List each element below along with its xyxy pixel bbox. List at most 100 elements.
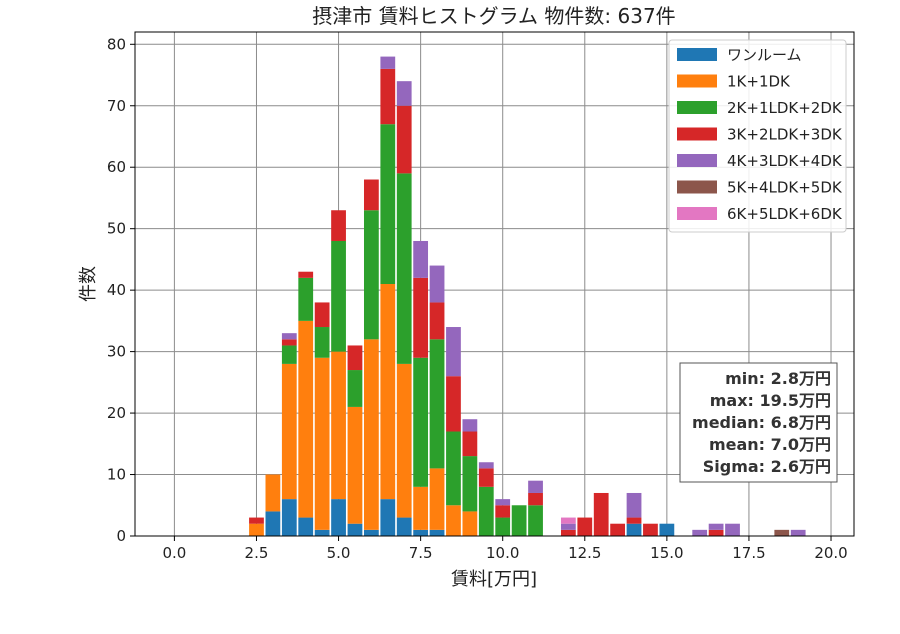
histogram-bar [347,370,363,407]
histogram-bar [298,517,314,536]
histogram-bar [265,511,281,536]
histogram-bar [281,363,297,500]
stats-frame [679,362,838,483]
histogram-bar [495,517,511,536]
histogram-bar [478,486,494,536]
histogram-bar [446,376,461,432]
histogram-bar [692,529,708,536]
y-tick-label: 10 [107,466,126,484]
histogram-bar [298,320,314,518]
legend-swatch [677,207,717,220]
histogram-bar [413,486,429,530]
histogram-bar [511,505,527,536]
axes: 0.0 2.5 5.0 7.5 10.0 12.5 15.0 17.5 20.0 0 10 20 30 4… [107,31,855,562]
histogram-bar [593,492,609,536]
y-tick-label: 70 [107,97,126,115]
stats-box: min: 2.8万円 max: 19.5万円 median: 6.8万円 mean: … [679,362,838,483]
histogram-bar [626,517,642,524]
histogram-bar [396,517,412,536]
legend-label: 5K+4LDK+5DK [727,179,843,197]
stats-line: median: 6.8万円 [692,413,831,432]
y-tick-label: 60 [107,158,126,176]
chart-title: 摂津市 賃料ヒストグラム 物件数: 637件 [312,4,675,28]
histogram-bar [380,56,396,69]
histogram-bar [446,327,461,377]
legend-swatch [677,127,717,141]
histogram-bar [396,105,412,174]
y-tick-label: 50 [107,220,126,238]
histogram-bar [380,499,396,536]
histogram-bar [429,339,445,469]
x-tick-label: 7.5 [409,544,433,562]
plot-frame [134,31,855,537]
histogram-bar [396,173,412,364]
histogram-bar [281,333,297,340]
histogram-bar [281,345,297,364]
histogram-bar [331,240,346,352]
histogram-bar [429,265,445,303]
x-tick-label: 15.0 [650,544,683,562]
grid-lines [135,32,854,537]
x-tick-label: 20.0 [814,544,847,562]
histogram-bar [528,492,543,506]
histogram-bar [298,277,314,321]
legend: ワンルーム 1K+1DK 2K+1LDK+2DK 3K+2LDK+3DK 4K+3LDK… [668,39,847,233]
histogram-bar [281,339,297,346]
y-tick-label: 30 [107,343,126,361]
legend-swatch [677,48,717,61]
histogram-bar [281,499,297,536]
histogram-bar [610,523,626,536]
x-tick-label: 12.5 [568,544,601,562]
histogram-bar [413,529,429,536]
histogram-bar [560,523,576,530]
x-tick-label: 2.5 [245,544,269,562]
histogram-bar [363,339,379,530]
legend-label: 6K+5LDK+6DK [727,205,843,223]
histogram-bar [659,523,675,536]
stats-line: Sigma: 2.6万円 [703,457,831,476]
histogram-bar [626,523,642,536]
histogram-bar [249,517,264,524]
histogram-bar [265,474,281,512]
histogram-bar [462,419,478,432]
histogram-bar [363,210,379,340]
legend-label: 3K+2LDK+3DK [727,126,843,144]
histogram-bar [331,499,346,536]
histogram-bar [314,327,330,358]
histogram-bar [446,505,461,536]
histogram-bar [429,529,445,536]
histogram-bar [413,277,429,358]
histogram-bar [249,523,264,536]
histogram-bar [413,240,429,278]
histogram-bar [560,529,576,536]
histogram-bar [363,529,379,536]
histogram-bar [626,492,642,518]
histogram-bar [298,271,314,278]
histogram-bar [314,302,330,328]
y-tick-label: 0 [116,527,126,545]
legend-label: ワンルーム [727,46,802,64]
x-axis-label: 賃料[万円] [451,569,537,590]
legend-swatch [677,101,717,114]
histogram-bar [478,468,494,487]
legend-label: 4K+3LDK+4DK [727,152,843,170]
histogram-bar [331,210,346,241]
histogram-bar [577,517,593,536]
legend-swatch [677,180,717,194]
y-tick-label: 20 [107,404,126,422]
histogram-bar [413,357,429,487]
stats-line: max: 19.5万円 [710,391,831,410]
histogram-bar [347,406,363,524]
histogram-bar [478,462,494,469]
histogram-bar [560,517,576,524]
histogram-bar [708,523,724,530]
histogram-bar [790,529,806,536]
y-axis-label: 件数 [78,266,99,302]
legend-swatch [677,154,717,167]
histogram-bar [396,81,412,106]
plot-bars [249,56,806,536]
x-tick-label: 5.0 [327,544,351,562]
x-tick-label: 10.0 [486,544,519,562]
